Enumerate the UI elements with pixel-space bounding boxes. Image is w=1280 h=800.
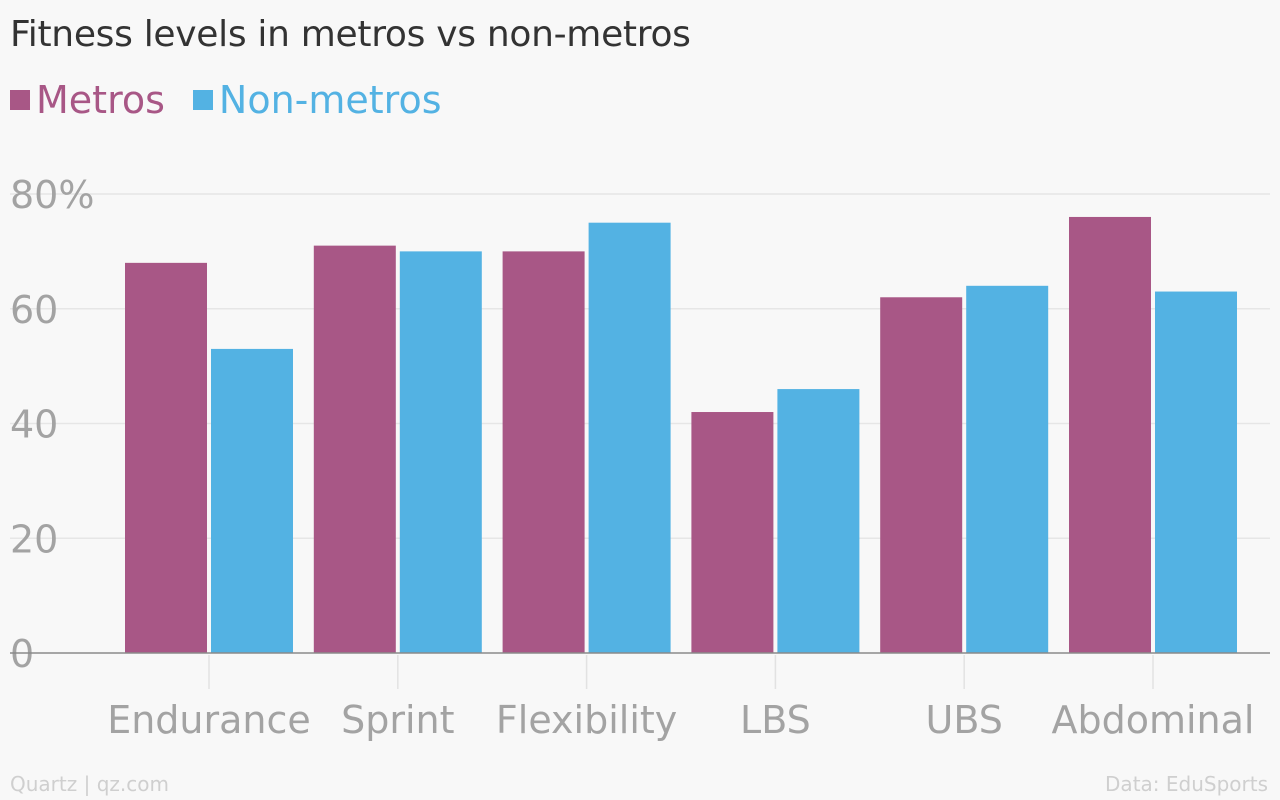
footer-source-left: Quartz | qz.com [10,772,169,796]
x-tick-label: LBS [740,698,811,742]
x-tick-label: Endurance [107,698,311,742]
y-tick-label: 20 [10,517,58,561]
x-tick-label: Flexibility [496,698,677,742]
legend: Metros Non-metros [10,78,470,122]
chart-title: Fitness levels in metros vs non-metros [10,14,691,55]
legend-label-non-metros: Non-metros [218,78,442,122]
bar-non-metros-endurance [211,348,293,653]
bar-metros-ubs [880,297,963,653]
x-tick-label: Sprint [341,698,454,742]
y-tick-label: 80% [10,173,94,217]
bar-non-metros-lbs [777,389,860,653]
footer-source-right: Data: EduSports [1105,772,1268,796]
bar-non-metros-sprint [399,251,482,653]
bar-metros-flexibility [502,251,585,653]
legend-swatch-metros [10,90,30,110]
y-tick-label: 40 [10,403,58,447]
legend-item-non-metros: Non-metros [192,78,442,122]
bar-metros-endurance [125,262,207,653]
x-tick-label: Abdominal [1052,698,1255,742]
bar-metros-sprint [313,245,396,653]
bar-non-metros-flexibility [588,222,671,653]
bar-metros-abdominal [1069,216,1151,653]
legend-swatch-non-metros [192,90,213,110]
bar-non-metros-abdominal [1155,291,1237,653]
bar-non-metros-ubs [966,285,1049,653]
x-tick-label: UBS [926,698,1003,742]
y-tick-label: 0 [10,632,34,676]
legend-label-metros: Metros [36,78,165,122]
y-tick-label: 60 [10,288,58,332]
legend-item-metros: Metros [10,78,165,122]
bar-metros-lbs [691,412,774,653]
